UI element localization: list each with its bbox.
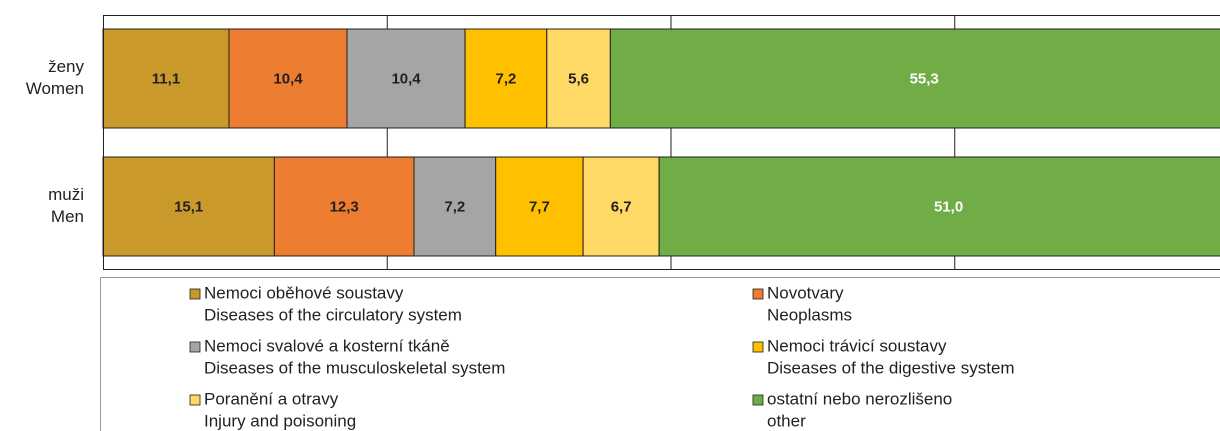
- value-label: 7,2: [495, 70, 516, 87]
- category-label: ženy: [48, 57, 84, 76]
- legend-label: ostatní nebo nerozlišeno: [767, 389, 952, 408]
- legend-swatch: [189, 394, 201, 406]
- legend-swatch: [752, 341, 764, 353]
- legend-label: other: [767, 411, 806, 430]
- bar-segment: [582, 156, 660, 257]
- legend-swatch: [752, 288, 764, 300]
- legend-label: Injury and poisoning: [204, 411, 356, 430]
- value-label: 51,0: [934, 198, 963, 215]
- legend-swatch: [752, 394, 764, 406]
- category-label: Men: [51, 207, 84, 226]
- value-label: 15,1: [174, 198, 203, 215]
- legend-label: Neoplasms: [767, 305, 852, 324]
- value-label: 7,2: [444, 198, 465, 215]
- bar-segment: [609, 28, 1220, 129]
- category-label: muži: [48, 185, 84, 204]
- value-label: 6,7: [611, 198, 632, 215]
- value-label: 10,4: [391, 70, 421, 87]
- value-label: 12,3: [330, 198, 359, 215]
- bar-segment: [546, 28, 611, 129]
- legend-label: Novotvary: [767, 283, 844, 302]
- value-label: 7,7: [529, 198, 550, 215]
- legend-swatch: [189, 341, 201, 353]
- bar-segment: [413, 156, 497, 257]
- bar-segment: [102, 156, 275, 257]
- legend-label: Nemoci svalové a kosterní tkáně: [204, 336, 450, 355]
- value-label: 11,1: [152, 70, 180, 87]
- bar-segment: [464, 28, 548, 129]
- value-label: 5,6: [568, 70, 589, 87]
- category-label: Women: [26, 79, 84, 98]
- legend-label: Diseases of the digestive system: [767, 358, 1015, 377]
- legend-label: Diseases of the musculoskeletal system: [204, 358, 505, 377]
- legend-label: Poranění a otravy: [204, 389, 339, 408]
- bar-segment: [273, 156, 415, 257]
- bar-segment: [495, 156, 584, 257]
- legend-label: Nemoci trávicí soustavy: [767, 336, 947, 355]
- value-label: 10,4: [273, 70, 303, 87]
- bar-segment: [658, 156, 1220, 257]
- legend-label: Diseases of the circulatory system: [204, 305, 462, 324]
- bar-segment: [228, 28, 348, 129]
- legend-swatch: [189, 288, 201, 300]
- bar-segment: [346, 28, 466, 129]
- value-label: 55,3: [910, 70, 939, 87]
- legend-label: Nemoci oběhové soustavy: [204, 283, 404, 302]
- legend-box: [100, 277, 1220, 431]
